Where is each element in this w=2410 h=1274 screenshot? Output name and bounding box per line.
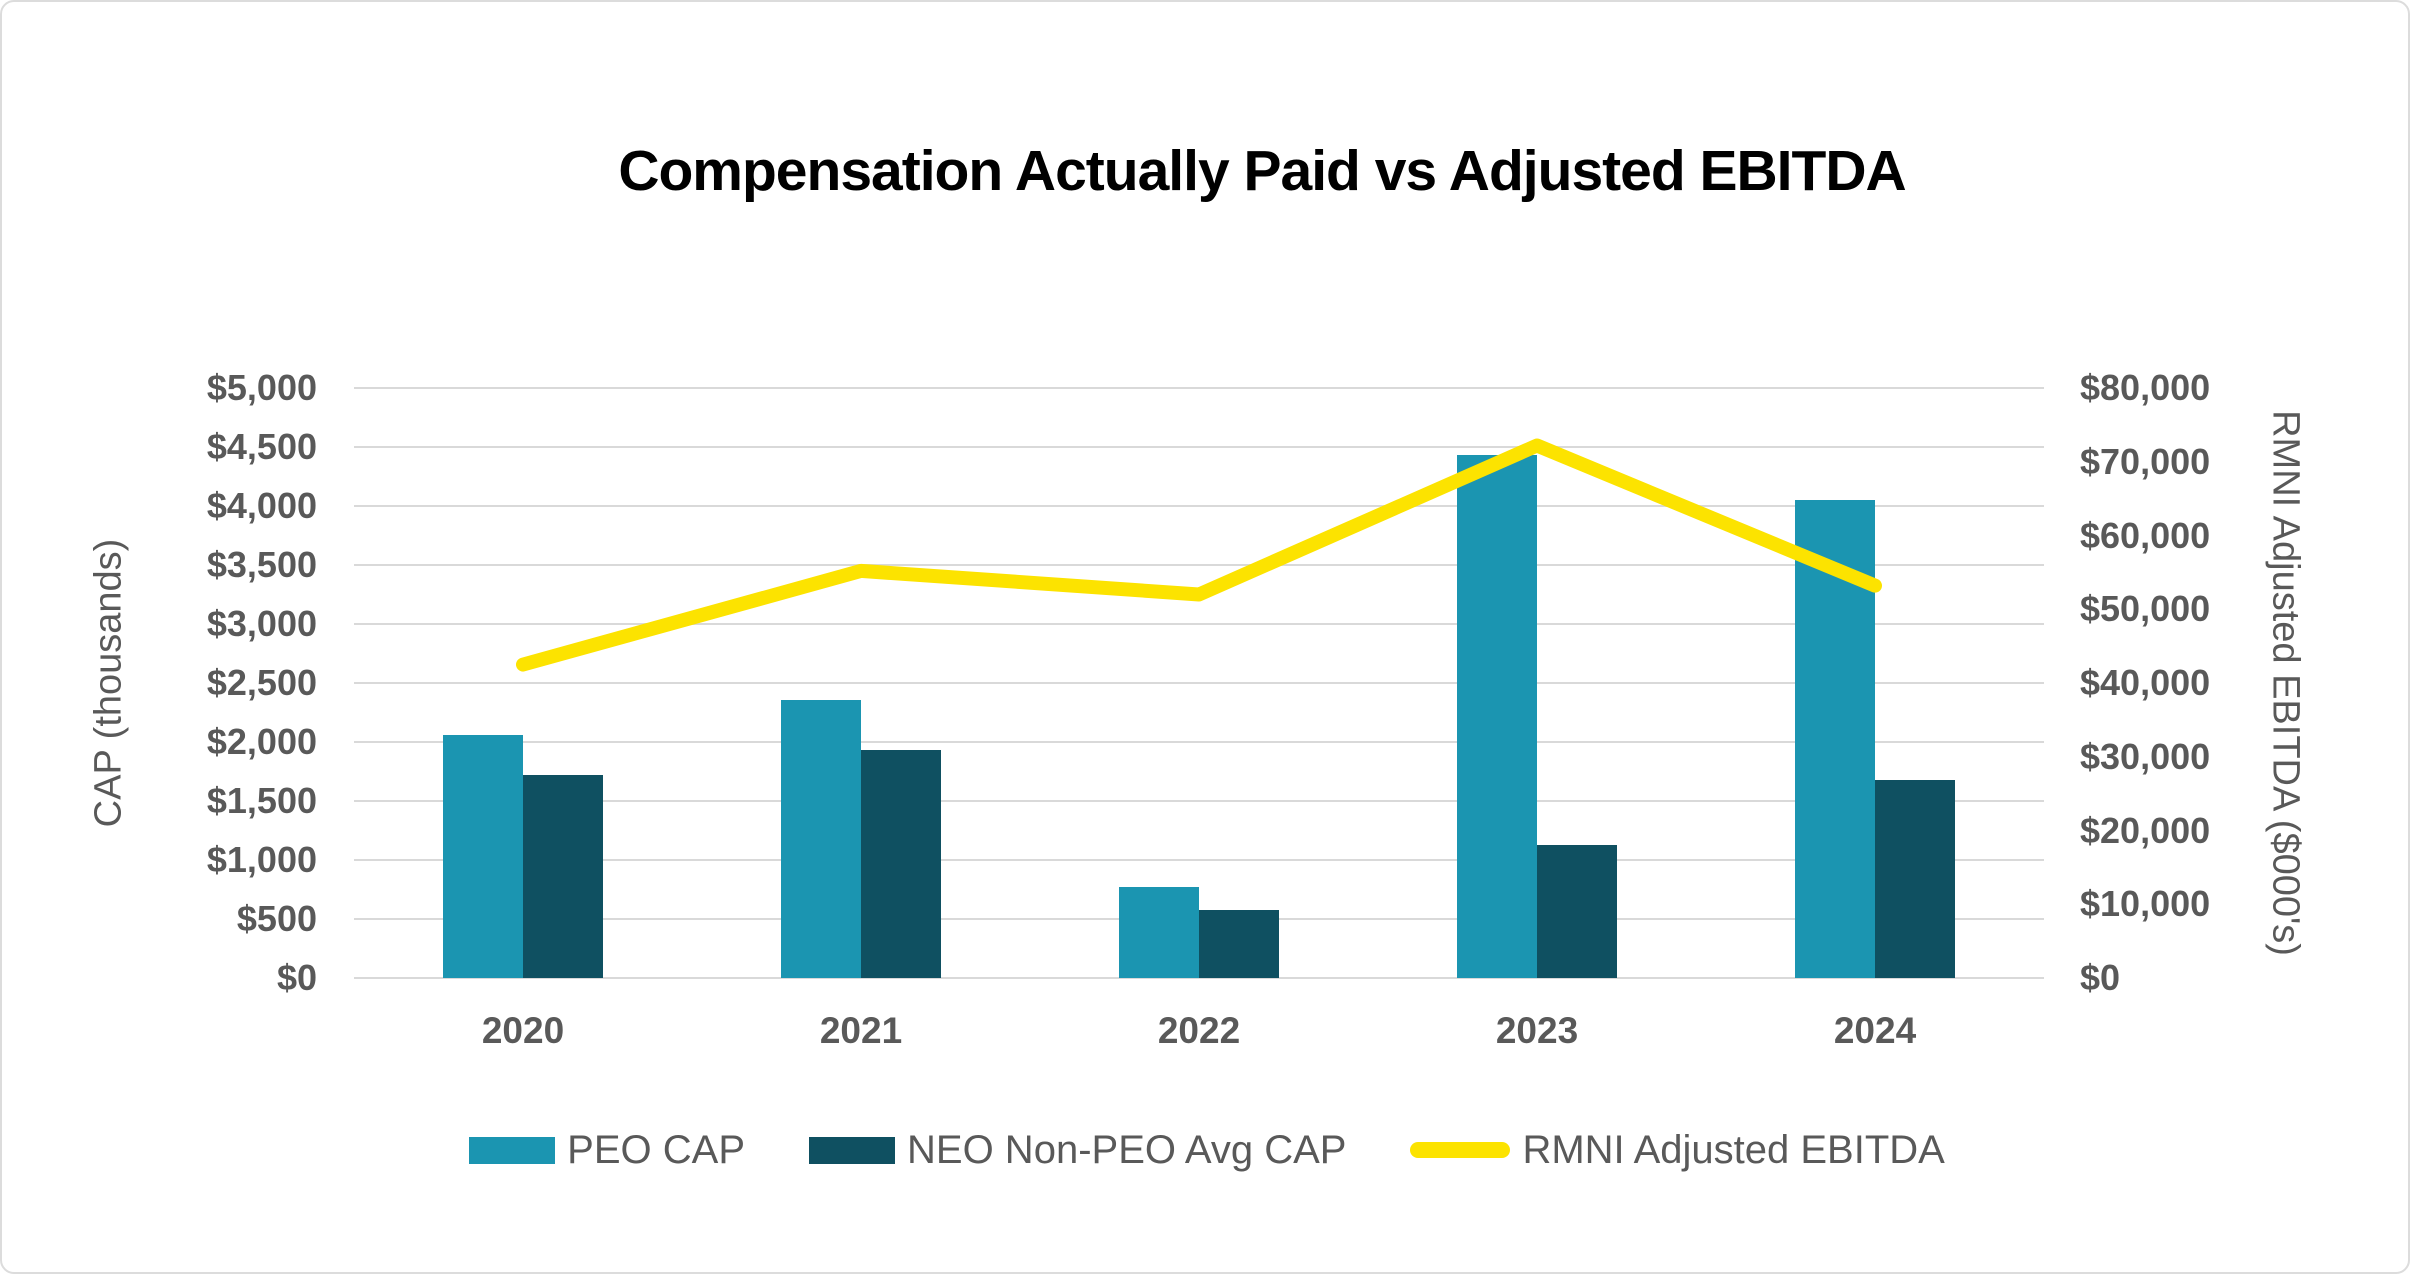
- bar-peo-cap-2020: [443, 734, 523, 978]
- gridline: [354, 505, 2044, 507]
- bar-neo-non-peo-avg-cap-2020: [523, 775, 603, 978]
- left-axis-tick-label: $1,000: [206, 839, 317, 880]
- x-axis-label-2020: 2020: [481, 1010, 565, 1051]
- bar-peo-cap-2021: [781, 700, 861, 978]
- right-axis-tick-label: $0: [2080, 957, 2121, 998]
- gridline: [354, 387, 2044, 389]
- left-axis-tick-label: $5,000: [206, 367, 317, 408]
- legend-item-rmni-adjusted-ebitda: RMNI Adjusted EBITDA: [1410, 1127, 1945, 1173]
- legend-swatch: [469, 1136, 556, 1164]
- left-axis-tick-label: $1,500: [206, 780, 317, 821]
- gridline: [354, 977, 2044, 979]
- left-axis-tick-label: $3,000: [206, 603, 317, 644]
- gridline: [354, 446, 2044, 448]
- left-axis-tick-label: $4,500: [206, 426, 317, 467]
- legend-label: PEO CAP: [567, 1127, 746, 1172]
- legend-item-neo-non-peo-avg-cap: NEO Non-PEO Avg CAP: [809, 1128, 1346, 1173]
- legend-label: RMNI Adjusted EBITDA: [1522, 1127, 1945, 1172]
- legend-swatch: [809, 1136, 896, 1164]
- bar-peo-cap-2023: [1457, 455, 1537, 978]
- bar-peo-cap-2022: [1119, 887, 1199, 978]
- left-axis-tick-label: $500: [236, 898, 317, 939]
- left-axis-tick-label: $4,000: [206, 485, 317, 526]
- right-axis-tick-label: $80,000: [2080, 367, 2211, 408]
- legend-item-peo-cap: PEO CAP: [469, 1128, 745, 1173]
- left-axis-title: CAP (thousands): [87, 538, 130, 828]
- legend: PEO CAP NEO Non-PEO Avg CAP RMNI Adjusted …: [2, 1114, 2408, 1186]
- right-axis-tick-label: $70,000: [2080, 440, 2211, 482]
- right-axis-tick-label: $30,000: [2080, 735, 2211, 777]
- bar-neo-non-peo-avg-cap-2022: [1199, 910, 1279, 978]
- legend-line-marker: [1410, 1142, 1511, 1158]
- chart-title: Compensation Actually Paid vs Adjusted E…: [618, 139, 1906, 203]
- gridline: [354, 800, 2044, 802]
- right-axis-tick-label: $20,000: [2080, 809, 2211, 851]
- right-axis-tick-label: $10,000: [2080, 883, 2211, 925]
- x-axis-label-2022: 2022: [1157, 1010, 1241, 1051]
- bar-neo-non-peo-avg-cap-2024: [1875, 779, 1955, 978]
- left-axis-tick-label: $2,500: [206, 662, 317, 703]
- right-axis-title: RMNI Adjusted EBITDA ($000's): [2264, 410, 2307, 956]
- x-axis-label-2024: 2024: [1833, 1010, 1917, 1051]
- right-axis-tick-label: $60,000: [2080, 514, 2211, 556]
- legend-label: NEO Non-PEO Avg CAP: [907, 1127, 1347, 1172]
- gridline: [354, 859, 2044, 861]
- gridline: [354, 741, 2044, 743]
- x-axis-label-2021: 2021: [819, 1010, 903, 1051]
- right-axis-tick-label: $50,000: [2080, 588, 2211, 630]
- gridline: [354, 564, 2044, 566]
- left-axis-tick-label: $2,000: [206, 721, 317, 762]
- gridline: [354, 623, 2044, 625]
- bar-neo-non-peo-avg-cap-2023: [1537, 845, 1617, 978]
- gridline: [354, 682, 2044, 684]
- left-axis-tick-label: $3,500: [206, 544, 317, 585]
- right-axis-tick-label: $40,000: [2080, 662, 2211, 703]
- bar-neo-non-peo-avg-cap-2021: [861, 750, 941, 978]
- left-axis-tick-label: $0: [276, 957, 317, 998]
- x-axis-label-2023: 2023: [1495, 1010, 1579, 1051]
- bar-peo-cap-2024: [1795, 500, 1875, 978]
